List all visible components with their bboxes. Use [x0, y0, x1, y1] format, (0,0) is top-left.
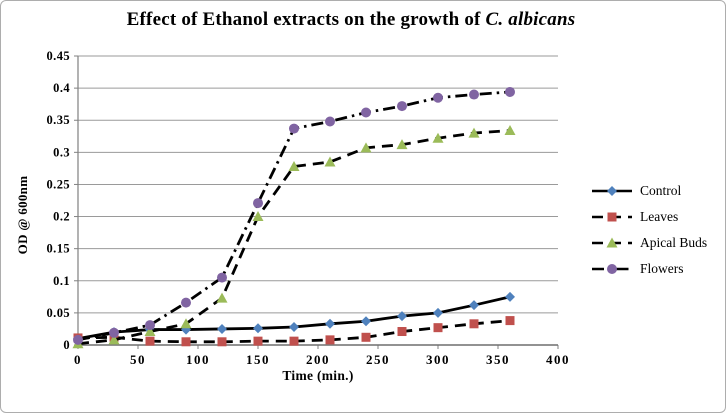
y-tick-label: 0.2 — [53, 210, 70, 224]
chart-title: Effect of Ethanol extracts on the growth… — [15, 9, 687, 31]
legend-marker-triangle-icon — [606, 237, 618, 248]
y-tick-label: 0.4 — [53, 81, 70, 95]
x-tick-label: 350 — [486, 352, 510, 367]
marker-flowers — [73, 334, 83, 345]
marker-control — [325, 318, 335, 329]
legend: Control Leaves Apical Buds Flowers — [591, 178, 707, 282]
marker-leaves — [253, 336, 263, 346]
marker-control — [289, 322, 299, 333]
y-tick-label: 0.35 — [47, 113, 70, 127]
marker-apical-buds — [252, 211, 264, 222]
marker-flowers — [217, 272, 227, 283]
marker-apical-buds — [360, 142, 372, 153]
legend-key-control — [592, 186, 632, 196]
marker-apical-buds — [324, 156, 336, 167]
marker-leaves — [289, 336, 299, 346]
legend-marker-diamond-icon — [607, 186, 617, 196]
marker-leaves — [181, 337, 191, 347]
marker-apical-buds — [108, 334, 120, 345]
x-tick-label: 300 — [426, 352, 450, 367]
marker-leaves — [217, 337, 227, 347]
marker-apical-buds — [504, 124, 516, 135]
marker-control — [469, 300, 479, 311]
x-tick-label: 0 — [74, 352, 82, 367]
marker-leaves — [397, 327, 407, 337]
marker-flowers — [289, 123, 299, 134]
x-tick-label: 150 — [246, 352, 270, 367]
marker-apical-buds — [288, 160, 300, 171]
legend-item-leaves: Leaves — [591, 204, 707, 230]
marker-flowers — [109, 327, 119, 338]
y-tick-label: 0.45 — [47, 49, 70, 63]
marker-apical-buds — [216, 292, 228, 303]
y-tick-label: 0.1 — [53, 274, 70, 288]
marker-apical-buds — [432, 132, 444, 143]
x-axis-title: Time (min.) — [282, 368, 354, 383]
x-tick-label: 400 — [546, 352, 570, 367]
marker-leaves — [469, 319, 479, 329]
marker-apical-buds — [396, 139, 408, 150]
marker-apical-buds — [180, 318, 192, 329]
marker-leaves — [145, 336, 155, 346]
marker-control — [397, 311, 407, 322]
legend-label-control: Control — [640, 183, 682, 198]
legend-key-flowers — [592, 264, 632, 274]
marker-leaves — [361, 332, 371, 342]
marker-leaves — [505, 316, 515, 326]
legend-key-apical-buds — [592, 237, 632, 248]
marker-flowers — [181, 297, 191, 308]
marker-flowers — [325, 116, 335, 127]
marker-leaves — [433, 323, 443, 333]
marker-flowers — [145, 320, 155, 331]
legend-item-apical-buds: Apical Buds — [591, 230, 707, 256]
chart-title-text: Effect of Ethanol extracts on the growth… — [126, 9, 486, 30]
legend-key-leaves — [592, 212, 632, 222]
y-tick-label: 0 — [63, 338, 70, 352]
legend-item-control: Control — [591, 178, 707, 204]
y-tick-label: 0.05 — [47, 306, 70, 320]
legend-marker-square-icon — [607, 212, 617, 222]
legend-label-flowers: Flowers — [640, 261, 684, 276]
x-tick-label: 250 — [366, 352, 390, 367]
chart-title-species: C. albicans — [485, 9, 576, 30]
y-tick-label: 0.3 — [53, 145, 70, 159]
marker-flowers — [433, 92, 443, 103]
x-tick-label: 200 — [306, 352, 330, 367]
legend-item-flowers: Flowers — [591, 256, 707, 282]
x-tick-label: 100 — [186, 352, 210, 367]
series-line-control — [77, 295, 511, 340]
marker-flowers — [397, 101, 407, 112]
x-tick-label: 50 — [130, 352, 146, 367]
marker-apical-buds — [468, 127, 480, 138]
marker-control — [505, 291, 515, 302]
y-tick-label: 0.15 — [47, 242, 70, 256]
legend-marker-circle-icon — [607, 264, 617, 274]
marker-leaves — [325, 335, 335, 345]
y-tick-label: 0.25 — [47, 177, 70, 191]
marker-flowers — [469, 89, 479, 100]
marker-control — [253, 323, 263, 334]
marker-flowers — [361, 107, 371, 118]
marker-control — [433, 307, 443, 318]
marker-apical-buds — [144, 326, 156, 337]
marker-flowers — [253, 198, 263, 209]
marker-flowers — [505, 86, 515, 97]
legend-label-apical-buds: Apical Buds — [640, 235, 708, 250]
legend-label-leaves: Leaves — [640, 209, 679, 224]
marker-control — [217, 323, 227, 334]
marker-control — [361, 316, 371, 327]
